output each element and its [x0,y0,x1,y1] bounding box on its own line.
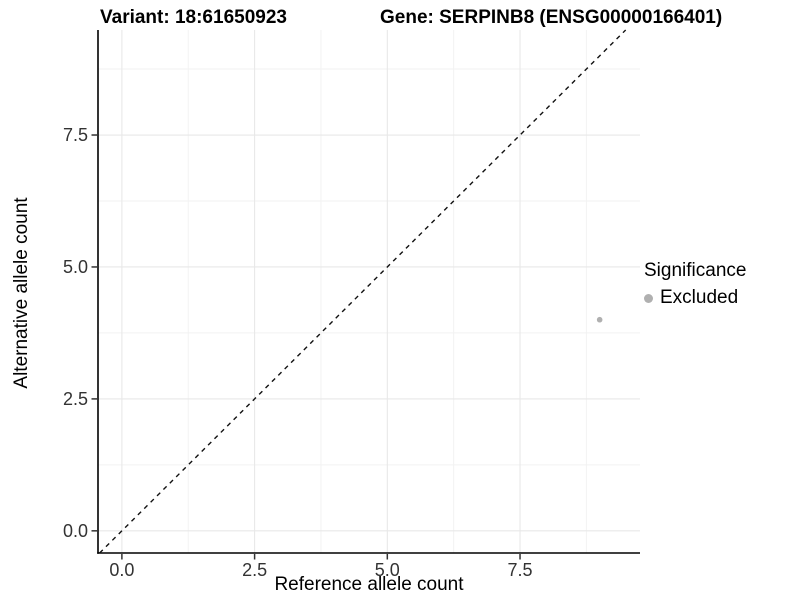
legend-title: Significance [644,260,747,281]
x-tick-label: 0.0 [109,560,134,580]
legend-item-excluded: Excluded [644,287,746,309]
y-tick-label: 7.5 [63,125,88,145]
x-axis-title: Reference allele count [274,574,464,595]
y-axis-title: Alternative allele count [11,197,32,389]
legend-key-dot [644,293,653,303]
gene-title: Gene: SERPINB8 (ENSG00000166401) [380,7,723,28]
y-tick-label: 0.0 [63,521,88,541]
legend: Significance Excluded [644,260,746,309]
y-tick-label: 2.5 [63,389,88,409]
legend-item-label: Excluded [660,287,739,308]
x-tick-label: 5.0 [375,560,400,580]
x-tick-label: 2.5 [242,560,267,580]
variant-title: Variant: 18:61650923 [100,7,287,28]
x-tick-label: 7.5 [508,560,533,580]
identity-dashed-line [99,29,627,554]
data-point [596,316,603,323]
y-tick-label: 5.0 [63,257,88,277]
